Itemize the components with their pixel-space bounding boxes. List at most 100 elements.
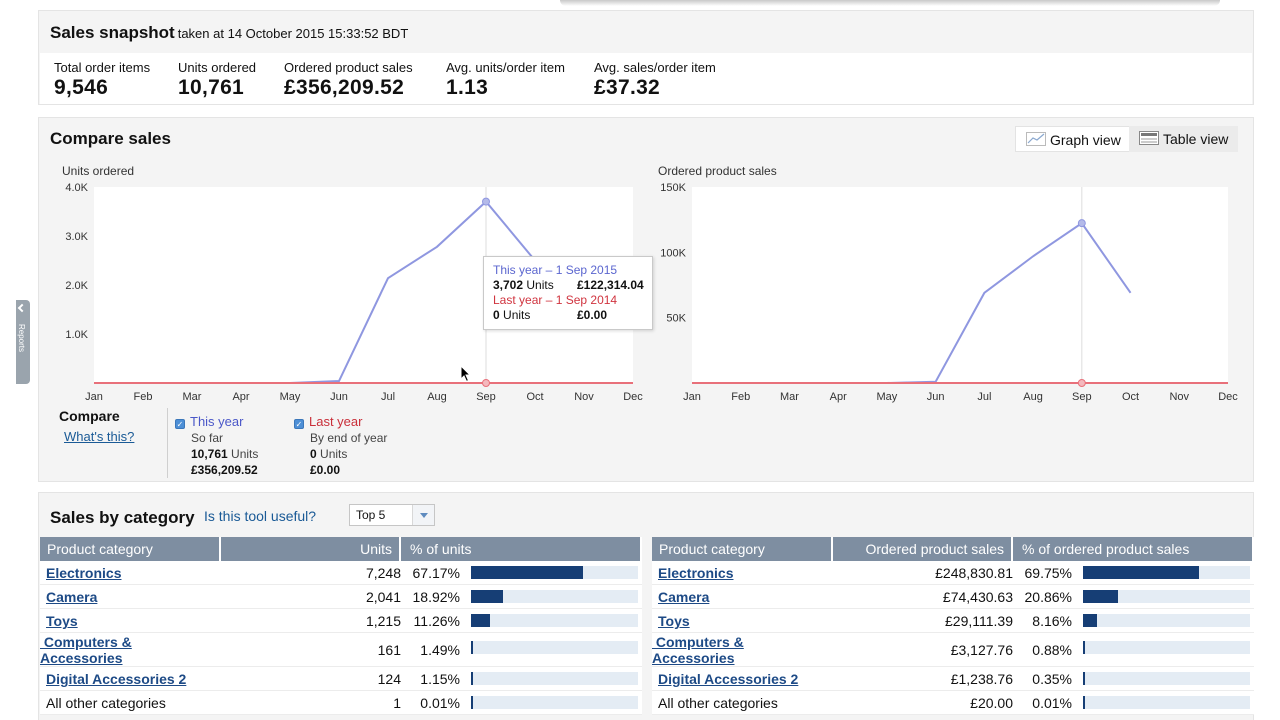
x-tick-label: Jan (683, 391, 701, 403)
this-year-checkbox[interactable]: ✓ (175, 419, 185, 429)
last-year-point (482, 379, 490, 387)
row-value: £248,830.81 (935, 565, 1013, 581)
last-year-checkbox[interactable]: ✓ (294, 419, 304, 429)
whats-this-link[interactable]: What's this? (64, 429, 135, 444)
x-tick-label: May (280, 391, 301, 403)
table-row: Camera £74,430.63 20.86% (652, 585, 1254, 609)
percent-bar (1083, 614, 1250, 627)
reports-side-tab[interactable]: Reports (16, 300, 30, 384)
compare-sales-panel: Compare sales Graph view Table view Unit… (38, 117, 1254, 482)
table-row: Digital Accessories 2 £1,238.76 0.35% (652, 667, 1254, 691)
line-graph-icon (1026, 132, 1046, 146)
last-year-units: 0 Units (310, 447, 348, 461)
x-tick-label: Jul (977, 391, 991, 403)
sales-category-table: Product category Ordered product sales% o… (652, 537, 1254, 715)
percent-bar-fill (1083, 696, 1085, 709)
category-link[interactable]: Toys (658, 613, 690, 629)
row-percent: 1.15% (420, 671, 460, 687)
table-row: Electronics 7,248 67.17% (40, 561, 642, 585)
category-link[interactable]: Electronics (658, 565, 734, 581)
category-label: All other categories (46, 695, 166, 711)
row-value: 1 (393, 695, 401, 711)
row-value: 161 (377, 642, 401, 658)
tool-useful-link[interactable]: Is this tool useful? (204, 508, 317, 524)
ordered-sales-chart: 50K 100K 150K Jan Feb Mar Apr May Jun Jul Aug Sep Oc… (660, 182, 1238, 403)
percent-bar (471, 590, 638, 603)
this-year-point (1077, 219, 1086, 228)
compare-title: Compare sales (50, 129, 171, 148)
row-percent: 11.26% (413, 613, 460, 629)
category-link[interactable]: Camera (658, 589, 710, 605)
column-header[interactable]: Product category (40, 537, 221, 561)
metric-ordered-product-sales: Ordered product sales £356,209.52 (284, 60, 413, 99)
side-tab-label: Reports (17, 324, 26, 353)
category-title: Sales by category (50, 508, 195, 527)
percent-bar (1083, 590, 1250, 603)
chevron-up-icon (17, 303, 27, 313)
column-header[interactable]: % of ordered product sales (1015, 537, 1254, 561)
x-tick-label: Jun (927, 391, 945, 403)
tooltip-last-year-values: 0 Units £0.00 (493, 308, 608, 322)
column-header[interactable]: Units (223, 537, 401, 561)
x-tick-label: Apr (830, 391, 847, 403)
column-header[interactable]: Ordered product sales (835, 537, 1013, 561)
y-tick-label: 100K (660, 247, 686, 259)
table-row: Computers & Accessories 161 1.49% (40, 633, 642, 667)
category-link[interactable]: Electronics (46, 565, 122, 581)
category-link[interactable]: Digital Accessories 2 (658, 671, 799, 687)
metric-total-order-items: Total order items 9,546 (54, 60, 151, 99)
percent-bar-fill (471, 590, 503, 603)
row-value: 1,215 (365, 613, 401, 629)
table-view-label: Table view (1163, 131, 1229, 147)
percent-bar-fill (471, 566, 583, 579)
percent-bar-fill (1083, 614, 1097, 627)
row-value: 2,041 (365, 589, 401, 605)
category-link[interactable]: Computers & Accessories (40, 634, 132, 666)
row-percent: 0.35% (1032, 671, 1072, 687)
table-row: All other categories £20.00 0.01% (652, 691, 1254, 715)
snapshot-metrics: Total order items 9,546 Units ordered 10,7… (40, 53, 1252, 104)
category-link[interactable]: Computers & Accessories (652, 634, 744, 666)
table-row: Computers & Accessories £3,127.76 0.88% (652, 633, 1254, 667)
column-header[interactable]: % of units (403, 537, 642, 561)
graph-view-button[interactable]: Graph view (1015, 126, 1132, 152)
percent-bar-fill (471, 672, 473, 685)
chevron-down-icon (412, 505, 434, 525)
row-percent: 18.92% (412, 589, 460, 605)
percent-bar-fill (1083, 590, 1118, 603)
top-n-select[interactable]: Top 5 (349, 504, 435, 526)
row-value: 124 (377, 671, 401, 687)
last-year-point (1077, 379, 1086, 387)
metric-avg-units: Avg. units/order item 1.13 (446, 60, 565, 99)
column-header[interactable]: Product category (652, 537, 833, 561)
legend-divider (167, 408, 168, 478)
x-tick-label: Mar (780, 391, 799, 403)
sales-chart-title: Ordered product sales (658, 164, 777, 178)
category-link[interactable]: Camera (46, 589, 98, 605)
percent-bar-fill (471, 641, 473, 654)
category-link[interactable]: Digital Accessories 2 (46, 671, 187, 687)
this-year-units: 10,761 Units (191, 447, 259, 461)
row-percent: 1.49% (420, 642, 460, 658)
row-percent: 20.86% (1024, 589, 1072, 605)
this-year-sub: So far (191, 431, 224, 445)
top-n-value: Top 5 (356, 508, 386, 522)
percent-bar-fill (1083, 641, 1085, 654)
row-percent: 0.01% (420, 695, 460, 711)
metric-avg-sales: Avg. sales/order item £37.32 (594, 60, 716, 99)
legend-last-year: ✓ Last year By end of year 0 Units £0.00 (294, 414, 387, 478)
row-percent: 69.75% (1024, 565, 1072, 581)
row-value: 7,248 (365, 565, 401, 581)
percent-bar (471, 566, 638, 579)
category-link[interactable]: Toys (46, 613, 78, 629)
x-tick-label: Aug (427, 391, 447, 403)
this-year-label: This year (190, 414, 244, 429)
percent-bar (1083, 641, 1250, 654)
tooltip-this-year-line: This year – 1 Sep 2015 (493, 263, 618, 277)
table-view-button[interactable]: Table view (1129, 126, 1239, 152)
sales-snapshot-panel: Sales snapshot taken at 14 October 2015 1… (38, 10, 1254, 105)
row-value: £29,111.39 (945, 613, 1013, 629)
table-icon (1139, 131, 1159, 145)
metric-units-ordered: Units ordered 10,761 (178, 60, 257, 99)
x-tick-label: Nov (574, 391, 594, 403)
